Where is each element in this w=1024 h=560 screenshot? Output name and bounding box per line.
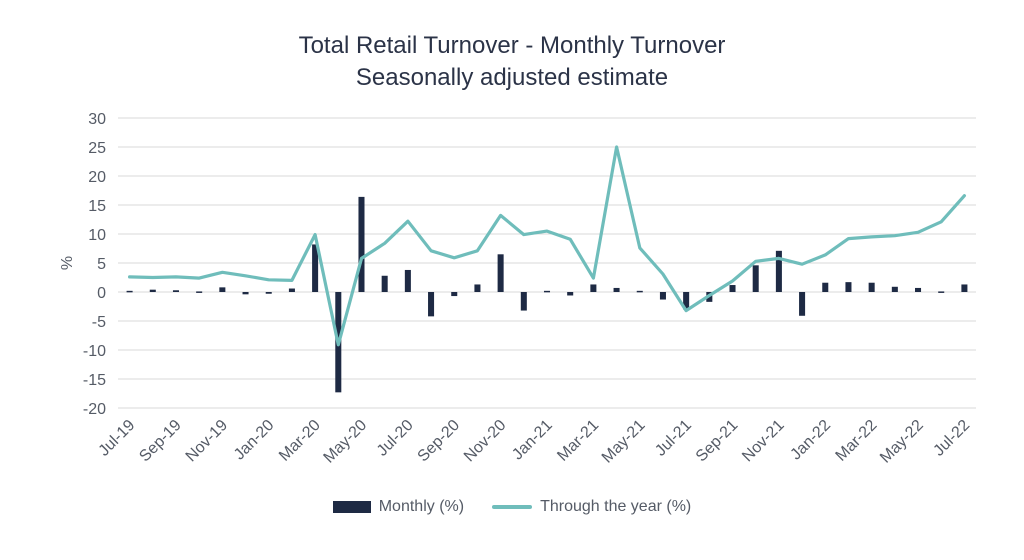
legend-swatch-line: [492, 505, 533, 509]
bar-monthly: [868, 282, 875, 292]
bar-monthly: [474, 284, 481, 292]
legend-label-through-year: Through the year (%): [540, 498, 692, 515]
bar-monthly: [683, 292, 690, 310]
x-tick-label: Sep-21: [693, 417, 742, 466]
legend-label-monthly: Monthly (%): [378, 498, 465, 515]
y-tick-label: 0: [97, 285, 106, 302]
bar-monthly: [915, 287, 922, 292]
bar-monthly: [149, 289, 156, 292]
bar-monthly: [381, 275, 388, 292]
legend-item-monthly: Monthly (%): [332, 498, 465, 516]
x-tick-label: Sep-20: [415, 417, 464, 466]
legend: Monthly (%) Through the year (%): [0, 498, 1024, 516]
bar-monthly: [242, 292, 249, 295]
bar-monthly: [520, 292, 527, 311]
x-tick-label: Nov-21: [739, 417, 788, 466]
bar-monthly: [543, 290, 551, 293]
y-tick-label: 5: [97, 256, 106, 273]
series-line-through-year: [128, 145, 967, 347]
x-tick-label: Jul-21: [652, 417, 695, 460]
y-tick-label: 25: [88, 140, 106, 157]
bar-monthly: [799, 292, 806, 316]
legend-item-through-year: Through the year (%): [492, 498, 691, 516]
bar-monthly: [590, 284, 597, 292]
bar-monthly: [288, 288, 295, 292]
bar-monthly: [219, 287, 226, 292]
y-tick-label: 20: [88, 169, 106, 186]
y-axis-ticks: 30 25 20 15 10 5 0 -5 -10 -15 -20: [83, 111, 106, 418]
legend-swatch-bar: [332, 501, 371, 513]
x-tick-label: Mar-20: [276, 417, 324, 465]
y-tick-label: -5: [92, 314, 106, 331]
x-tick-label: Jan-20: [231, 417, 278, 464]
bar-monthly: [312, 244, 319, 292]
bar-monthly: [961, 284, 968, 292]
bar-monthly: [196, 291, 203, 293]
bar-monthly: [265, 292, 272, 294]
bar-monthly: [358, 196, 365, 292]
y-tick-label: 10: [88, 227, 106, 244]
y-axis-label: %: [59, 256, 76, 270]
y-tick-label: -15: [83, 372, 106, 389]
x-tick-label: Jan-21: [509, 417, 556, 464]
bar-monthly: [845, 282, 852, 292]
bar-monthly: [775, 250, 782, 292]
x-tick-label: Jan-22: [787, 417, 834, 464]
x-tick-label: Nov-19: [183, 417, 232, 466]
x-tick-label: May-22: [877, 417, 927, 467]
bar-monthly: [636, 290, 643, 293]
bars-monthly: [126, 196, 968, 393]
bar-monthly: [172, 290, 179, 292]
bar-monthly: [613, 287, 620, 292]
x-tick-label: Mar-21: [554, 417, 602, 465]
bar-monthly: [451, 292, 458, 297]
x-tick-label: Jul-22: [930, 417, 973, 460]
bar-monthly: [891, 286, 898, 292]
chart-title: Total Retail Turnover - Monthly Turnover: [298, 32, 726, 59]
y-tick-label: 15: [88, 198, 106, 215]
x-tick-label: Jul-20: [374, 417, 417, 460]
bar-monthly: [938, 291, 945, 293]
x-tick-label: Sep-19: [136, 417, 185, 466]
grid-lines: [118, 117, 976, 409]
bar-monthly: [659, 292, 666, 300]
bar-monthly: [428, 292, 435, 317]
x-tick-label: May-20: [321, 417, 371, 467]
x-tick-label: Jul-19: [96, 417, 139, 460]
bar-monthly: [752, 265, 759, 292]
y-tick-label: 30: [88, 111, 106, 128]
bar-monthly: [822, 282, 829, 292]
y-tick-label: -10: [83, 343, 106, 360]
y-tick-label: -20: [83, 401, 106, 418]
x-tick-label: Mar-22: [833, 417, 881, 465]
bar-monthly: [404, 269, 411, 292]
x-tick-label: Nov-20: [461, 417, 510, 466]
bar-monthly: [729, 285, 736, 292]
bar-monthly: [126, 290, 133, 293]
line-through-year: [128, 145, 967, 347]
chart-subtitle: Seasonally adjusted estimate: [355, 64, 669, 91]
bar-monthly: [567, 292, 574, 296]
bar-monthly: [497, 254, 504, 292]
x-tick-label: May-21: [599, 417, 649, 467]
